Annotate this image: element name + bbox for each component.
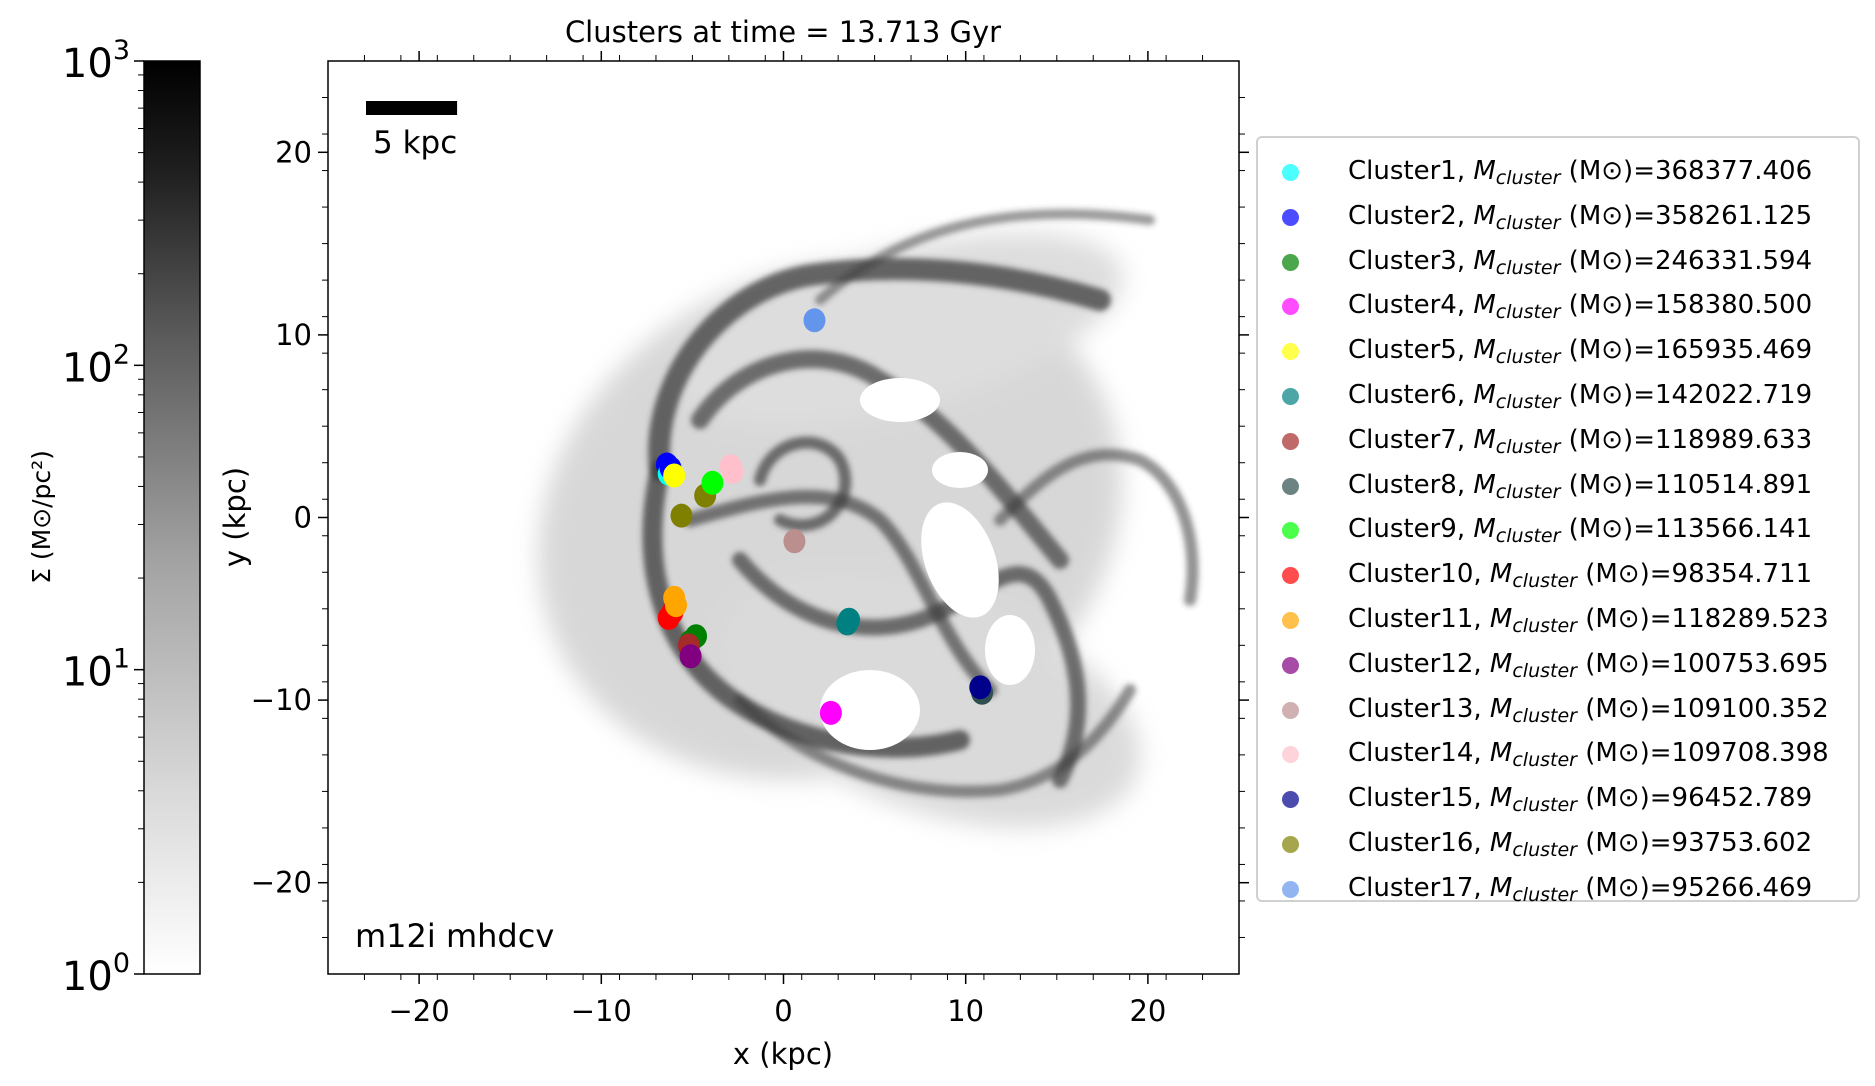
legend-marker (1282, 701, 1299, 719)
cluster-point-cluster5 (663, 463, 686, 488)
x-tick-label: −20 (388, 994, 449, 1028)
cluster-point-cluster11 (665, 593, 688, 618)
cluster-point-cluster16 (670, 503, 693, 528)
x-axis-label: x (kpc) (733, 1037, 833, 1071)
y-axis-ticks: −20 −10 0 10 20 (251, 97, 1249, 938)
legend-label: Cluster5, Mcluster (M⊙)=165935.469 (1348, 335, 1813, 369)
colorbar: 100 101 102 103 Σ (M⊙/pc²) (27, 35, 201, 1000)
plot-axes: Clusters at time = 13.713 Gyr (218, 15, 1249, 1071)
legend-entry: Cluster3, Mcluster (M⊙)=246331.594 (1258, 242, 1858, 282)
colorbar-tick-label: 101 (62, 644, 130, 696)
legend: Cluster1, Mcluster (M⊙)=368377.406 Cluste… (1256, 136, 1860, 906)
simulation-label: m12i mhdcv (355, 917, 554, 955)
cluster-point-cluster12 (679, 644, 702, 669)
legend-marker (1282, 343, 1299, 361)
colorbar-tick-label: 103 (62, 35, 130, 87)
legend-marker (1282, 253, 1299, 271)
legend-label: Cluster4, Mcluster (M⊙)=158380.500 (1348, 290, 1813, 324)
legend-marker (1282, 164, 1299, 181)
legend-marker (1282, 880, 1299, 898)
colorbar-minor-ticks (138, 74, 144, 883)
cluster-point-cluster6 (836, 611, 859, 636)
scale-bar-label: 5 kpc (373, 125, 457, 161)
legend-label: Cluster9, Mcluster (M⊙)=113566.141 (1348, 514, 1813, 548)
legend-label: Cluster6, Mcluster (M⊙)=142022.719 (1348, 380, 1813, 413)
legend-entry: Cluster6, Mcluster (M⊙)=142022.719 (1258, 376, 1858, 416)
legend-entry: Cluster2, Mcluster (M⊙)=358261.125 (1258, 197, 1858, 237)
colorbar-tick-label: 102 (62, 339, 130, 391)
legend-marker (1282, 656, 1299, 674)
cluster-point-cluster13 (783, 529, 806, 554)
legend-entry: Cluster1, Mcluster (M⊙)=368377.406 (1258, 152, 1858, 192)
cluster-point-cluster17 (803, 308, 826, 333)
legend-marker (1282, 791, 1299, 809)
legend-marker (1282, 208, 1299, 226)
legend-entry: Cluster11, Mcluster (M⊙)=118289.523 (1258, 600, 1858, 640)
legend-label: Cluster2, Mcluster (M⊙)=358261.125 (1348, 200, 1813, 234)
legend-entry: Cluster8, Mcluster (M⊙)=110514.891 (1258, 466, 1858, 506)
legend-label: Cluster1, Mcluster (M⊙)=368377.406 (1348, 156, 1813, 189)
legend-marker (1282, 836, 1299, 853)
cluster-point-cluster15 (969, 675, 992, 700)
legend-marker (1282, 477, 1299, 495)
legend-marker (1282, 612, 1299, 629)
legend-label: Cluster15, Mcluster (M⊙)=96452.789 (1348, 783, 1813, 817)
legend-label: Cluster3, Mcluster (M⊙)=246331.594 (1348, 245, 1813, 279)
legend-label: Cluster11, Mcluster (M⊙)=118289.523 (1348, 604, 1829, 637)
colorbar-ticks: 100 101 102 103 (62, 35, 144, 1000)
y-axis-label: y (kpc) (218, 467, 252, 567)
x-tick-label: 0 (774, 994, 792, 1028)
cluster-point-cluster9 (701, 470, 724, 495)
cluster-points (655, 308, 994, 725)
legend-entry: Cluster12, Mcluster (M⊙)=100753.695 (1258, 645, 1858, 685)
legend-entry: Cluster13, Mcluster (M⊙)=109100.352 (1258, 690, 1858, 730)
legend-marker (1282, 432, 1299, 450)
legend-entry: Cluster16, Mcluster (M⊙)=93753.602 (1258, 824, 1858, 864)
x-axis-ticks: −20 −10 0 10 20 (363, 51, 1204, 1028)
cluster-point-cluster14 (721, 459, 744, 484)
legend-label: Cluster14, Mcluster (M⊙)=109708.398 (1348, 738, 1829, 772)
y-tick-label: 20 (275, 135, 312, 169)
colorbar-gradient (143, 60, 201, 975)
x-tick-label: 10 (947, 994, 984, 1028)
colorbar-tick-label: 100 (62, 948, 130, 1000)
legend-entry: Cluster7, Mcluster (M⊙)=118989.633 (1258, 421, 1858, 461)
legend-marker (1282, 567, 1299, 585)
colorbar-label: Σ (M⊙/pc²) (27, 450, 56, 584)
legend-entry: Cluster9, Mcluster (M⊙)=113566.141 (1258, 510, 1858, 550)
y-tick-label: 0 (294, 501, 312, 535)
scale-bar (366, 101, 458, 115)
cluster-point-cluster4 (819, 700, 842, 725)
legend-marker (1282, 298, 1299, 316)
legend-label: Cluster13, Mcluster (M⊙)=109100.352 (1348, 693, 1829, 727)
legend-label: Cluster16, Mcluster (M⊙)=93753.602 (1348, 828, 1813, 861)
legend-marker (1282, 746, 1299, 764)
x-tick-label: −10 (571, 994, 632, 1028)
legend-label: Cluster17, Mcluster (M⊙)=95266.469 (1348, 872, 1813, 906)
legend-label: Cluster10, Mcluster (M⊙)=98354.711 (1348, 559, 1813, 593)
legend-label: Cluster12, Mcluster (M⊙)=100753.695 (1348, 648, 1829, 682)
legend-marker (1282, 388, 1299, 405)
legend-entry: Cluster4, Mcluster (M⊙)=158380.500 (1258, 286, 1858, 326)
y-tick-label: −20 (251, 866, 312, 900)
legend-entry: Cluster14, Mcluster (M⊙)=109708.398 (1258, 734, 1858, 774)
chart-title: Clusters at time = 13.713 Gyr (565, 15, 1001, 49)
legend-entry: Cluster10, Mcluster (M⊙)=98354.711 (1258, 555, 1858, 595)
legend-entry: Cluster15, Mcluster (M⊙)=96452.789 (1258, 779, 1858, 819)
legend-label: Cluster7, Mcluster (M⊙)=118989.633 (1348, 424, 1813, 458)
galaxy-density-map (538, 208, 1199, 828)
y-tick-label: 10 (275, 318, 312, 352)
legend-label: Cluster8, Mcluster (M⊙)=110514.891 (1348, 469, 1813, 503)
legend-marker (1282, 522, 1299, 540)
x-tick-label: 20 (1129, 994, 1166, 1028)
legend-entry: Cluster17, Mcluster (M⊙)=95266.469 (1258, 869, 1858, 909)
y-tick-label: −10 (251, 683, 312, 717)
legend-entry: Cluster5, Mcluster (M⊙)=165935.469 (1258, 331, 1858, 371)
